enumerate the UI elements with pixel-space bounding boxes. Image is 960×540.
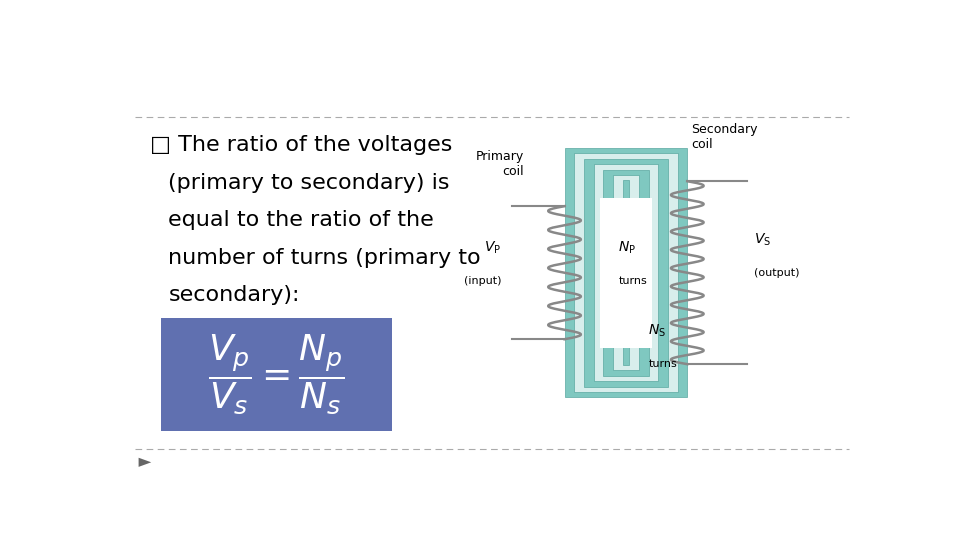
- Text: (input): (input): [464, 276, 501, 286]
- Text: $N_\mathrm{S}$: $N_\mathrm{S}$: [648, 323, 666, 339]
- Text: □ The ratio of the voltages: □ The ratio of the voltages: [150, 136, 452, 156]
- Polygon shape: [138, 458, 152, 467]
- Bar: [623, 180, 629, 365]
- Text: equal to the ratio of the: equal to the ratio of the: [168, 210, 434, 231]
- Text: Primary
coil: Primary coil: [475, 150, 523, 178]
- Bar: [584, 159, 668, 387]
- Text: $\dfrac{V_p}{V_s} = \dfrac{N_p}{N_s}$: $\dfrac{V_p}{V_s} = \dfrac{N_p}{N_s}$: [208, 333, 345, 416]
- Text: turns: turns: [648, 359, 677, 369]
- Text: Secondary
coil: Secondary coil: [691, 123, 757, 151]
- Bar: [564, 148, 687, 397]
- Text: secondary):: secondary):: [168, 285, 300, 305]
- Text: $V_\mathrm{S}$: $V_\mathrm{S}$: [755, 231, 772, 248]
- Text: turns: turns: [618, 276, 647, 286]
- Bar: [161, 319, 392, 431]
- Bar: [600, 198, 652, 348]
- Text: (primary to secondary) is: (primary to secondary) is: [168, 173, 450, 193]
- Bar: [574, 153, 678, 392]
- Text: $N_\mathrm{P}$: $N_\mathrm{P}$: [618, 240, 636, 256]
- Bar: [603, 170, 649, 376]
- Text: (output): (output): [755, 268, 800, 278]
- Bar: [612, 175, 639, 370]
- Bar: [593, 164, 659, 381]
- Text: $V_\mathrm{P}$: $V_\mathrm{P}$: [484, 240, 501, 256]
- Text: number of turns (primary to: number of turns (primary to: [168, 248, 481, 268]
